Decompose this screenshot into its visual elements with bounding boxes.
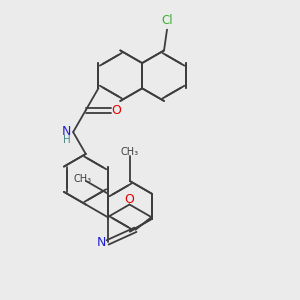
Text: Cl: Cl <box>161 14 173 27</box>
Text: H: H <box>63 134 70 145</box>
Text: O: O <box>111 104 121 117</box>
Text: N: N <box>96 236 106 249</box>
Text: CH₃: CH₃ <box>121 147 139 157</box>
Text: O: O <box>124 193 134 206</box>
Text: N: N <box>62 125 71 138</box>
Text: CH₃: CH₃ <box>74 174 92 184</box>
